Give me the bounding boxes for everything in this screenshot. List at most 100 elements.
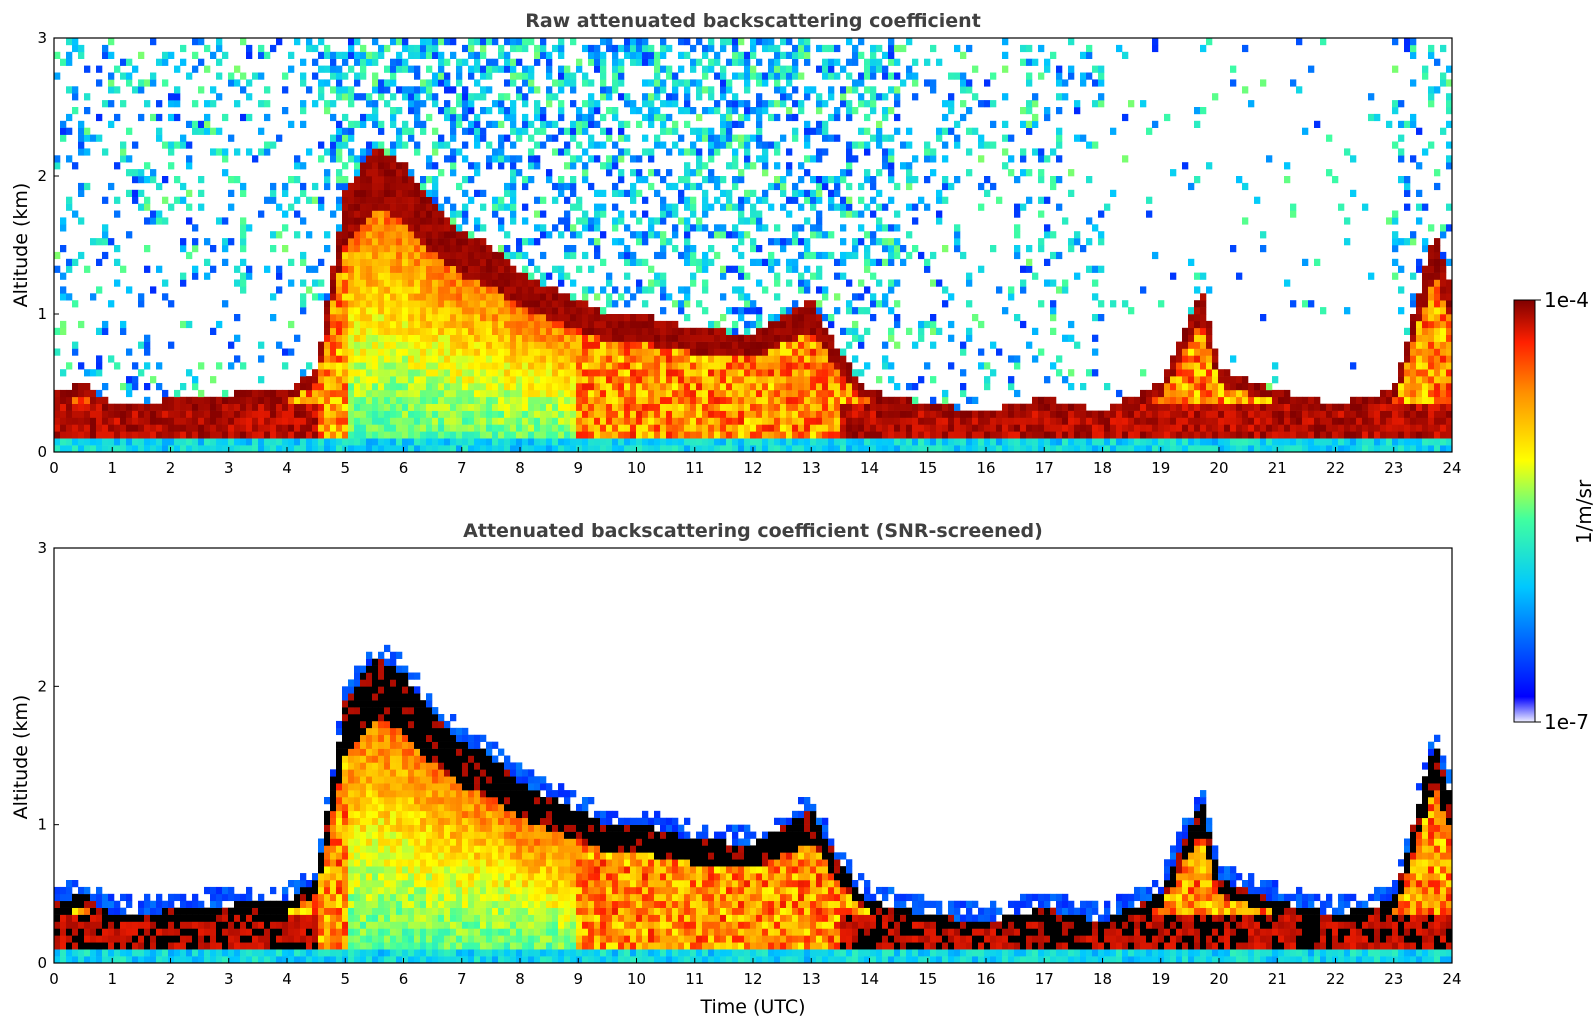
heatmap-cell xyxy=(222,389,229,398)
heatmap-cell xyxy=(348,396,355,404)
heatmap-cell xyxy=(636,120,643,128)
heatmap-cell xyxy=(402,362,409,370)
heatmap-cell xyxy=(954,403,961,411)
heatmap-cell xyxy=(528,355,535,363)
heatmap-cell xyxy=(378,155,385,163)
heatmap-cell xyxy=(384,369,391,377)
heatmap-cell xyxy=(468,314,475,322)
heatmap-cell xyxy=(378,341,385,349)
heatmap-cell xyxy=(456,383,463,391)
heatmap-cell xyxy=(930,396,937,404)
heatmap-cell xyxy=(444,107,451,115)
heatmap-cell xyxy=(930,417,937,425)
heatmap-cell xyxy=(378,203,385,211)
heatmap-cell xyxy=(102,238,109,246)
heatmap-cell xyxy=(276,265,283,273)
heatmap-cell xyxy=(582,224,589,232)
heatmap-cell xyxy=(738,176,745,184)
heatmap-cell xyxy=(666,182,673,191)
heatmap-cell xyxy=(540,403,547,411)
heatmap-cell xyxy=(318,355,325,363)
heatmap-cell xyxy=(522,431,529,439)
heatmap-cell xyxy=(78,431,85,439)
heatmap-cell xyxy=(804,431,811,439)
heatmap-cell xyxy=(372,383,379,391)
heatmap-cell xyxy=(438,300,445,308)
heatmap-cell xyxy=(576,445,583,453)
heatmap-cell xyxy=(486,279,493,287)
heatmap-cell xyxy=(696,438,703,446)
heatmap-cell xyxy=(834,258,841,266)
heatmap-cell xyxy=(660,176,667,184)
heatmap-cell xyxy=(882,203,889,211)
heatmap-cell xyxy=(720,224,727,232)
heatmap-cell xyxy=(792,231,799,239)
heatmap-cell xyxy=(378,307,385,315)
heatmap-cell xyxy=(906,424,913,432)
heatmap-cell xyxy=(324,369,331,377)
heatmap-cell xyxy=(90,134,97,142)
heatmap-cell xyxy=(492,307,499,315)
heatmap-cell xyxy=(444,383,451,391)
heatmap-cell xyxy=(522,341,529,349)
heatmap-cell xyxy=(816,445,823,453)
heatmap-cell xyxy=(174,113,181,122)
heatmap-cell xyxy=(312,445,319,453)
heatmap-cell xyxy=(318,424,325,432)
heatmap-cell xyxy=(366,189,373,197)
heatmap-cell xyxy=(690,272,697,280)
heatmap-cell xyxy=(444,72,451,80)
heatmap-cell xyxy=(114,86,121,94)
heatmap-cell xyxy=(504,182,511,191)
heatmap-cell xyxy=(480,286,487,294)
heatmap-cell xyxy=(348,203,355,211)
heatmap-cell xyxy=(210,445,217,453)
heatmap-cell xyxy=(990,72,997,80)
heatmap-cell xyxy=(522,113,529,122)
heatmap-cell xyxy=(378,189,385,197)
heatmap-cell xyxy=(576,362,583,370)
heatmap-cell xyxy=(342,417,349,425)
heatmap-cell xyxy=(288,410,295,418)
heatmap-cell xyxy=(168,93,175,101)
heatmap-cell xyxy=(396,334,403,342)
heatmap-cell xyxy=(846,38,853,46)
heatmap-cell xyxy=(660,279,667,287)
heatmap-cell xyxy=(750,410,757,418)
heatmap-cell xyxy=(474,389,481,398)
heatmap-cell xyxy=(216,320,223,329)
heatmap-cell xyxy=(366,383,373,391)
heatmap-cell xyxy=(474,396,481,404)
heatmap-cell xyxy=(696,403,703,411)
heatmap-cell xyxy=(546,314,553,322)
heatmap-cell xyxy=(696,148,703,156)
heatmap-cell xyxy=(474,120,481,128)
heatmap-cell xyxy=(792,376,799,384)
heatmap-cell xyxy=(336,258,343,266)
heatmap-cell xyxy=(678,396,685,404)
heatmap-cell xyxy=(702,258,709,266)
heatmap-cell xyxy=(624,251,631,260)
heatmap-cell xyxy=(624,314,631,322)
heatmap-cell xyxy=(306,424,313,432)
heatmap-cell xyxy=(696,355,703,363)
heatmap-cell xyxy=(846,279,853,287)
heatmap-cell xyxy=(342,396,349,404)
heatmap-cell xyxy=(684,334,691,342)
heatmap-cell xyxy=(84,127,91,135)
heatmap-cell xyxy=(822,314,829,322)
heatmap-cell xyxy=(378,320,385,329)
heatmap-cell xyxy=(768,348,775,356)
heatmap-cell xyxy=(738,445,745,453)
heatmap-cell xyxy=(864,203,871,211)
heatmap-cell xyxy=(396,389,403,398)
heatmap-cell xyxy=(672,327,679,335)
heatmap-cell xyxy=(468,362,475,370)
heatmap-cell xyxy=(606,341,613,349)
heatmap-cell xyxy=(798,176,805,184)
heatmap-cell xyxy=(684,93,691,101)
heatmap-cell xyxy=(72,300,79,308)
heatmap-cell xyxy=(396,86,403,94)
heatmap-cell xyxy=(468,424,475,432)
heatmap-cell xyxy=(654,445,661,453)
